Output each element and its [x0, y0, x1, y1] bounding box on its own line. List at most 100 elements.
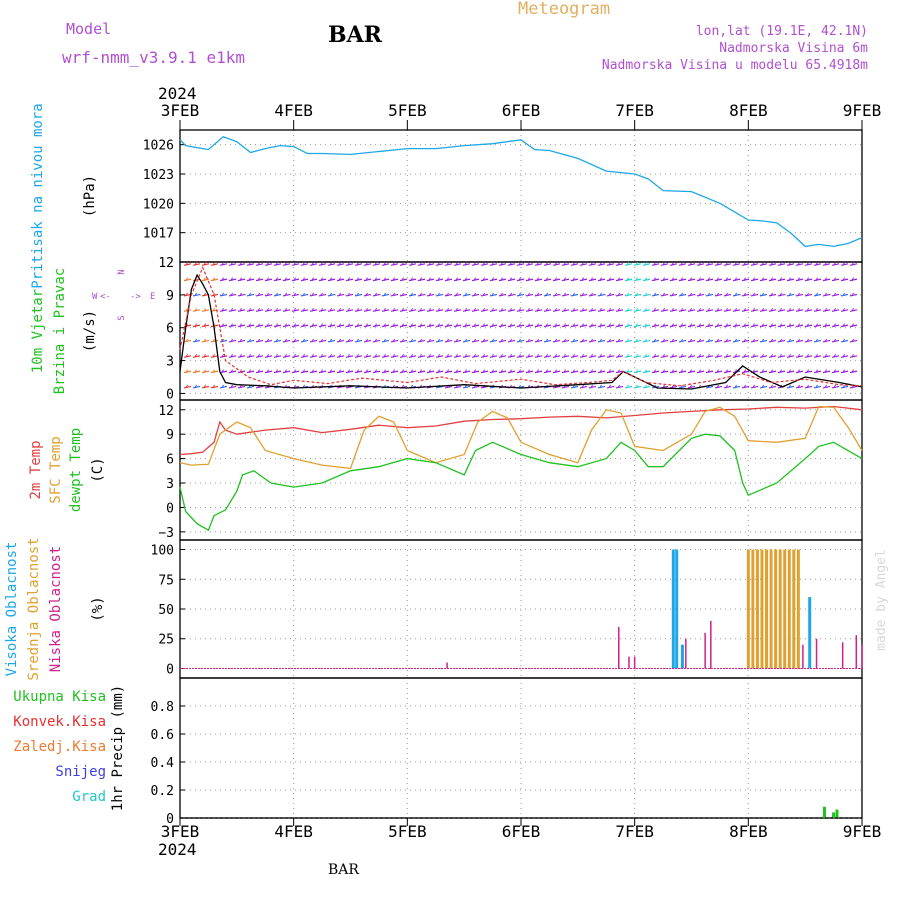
wind-barb: [777, 263, 786, 266]
wind-barb-flag: [617, 369, 620, 373]
wind-barb: [822, 370, 831, 374]
wind-barb: [183, 355, 192, 358]
x-tick-label-bottom: 6FEB: [502, 822, 541, 841]
wind-barb: [255, 370, 264, 374]
clouds-bar: [755, 549, 759, 669]
wind-barb: [381, 278, 390, 282]
wind-barb-flag: [815, 338, 818, 343]
wind-barb: [327, 339, 336, 343]
wind-barb-flag: [293, 262, 296, 266]
wind-barb: [489, 370, 498, 374]
wind-barb-flag: [419, 338, 422, 343]
wind-barb-flag: [806, 369, 809, 373]
wind-barb-flag: [266, 323, 269, 327]
wind-barb: [534, 309, 543, 312]
wind-barb: [237, 293, 246, 297]
wind-barb-flag: [734, 369, 737, 373]
y-tick-label: 1026: [143, 139, 174, 154]
footer-station: BAR: [328, 862, 359, 878]
wind-barb-flag: [194, 354, 197, 358]
wind-barb-flag: [194, 292, 197, 297]
wind-barb: [633, 324, 642, 328]
wind-barb: [651, 278, 660, 282]
wind-barb: [336, 355, 345, 358]
wind-barb-flag: [428, 354, 431, 358]
wind-barb-flag: [833, 384, 836, 389]
wind-barb: [498, 278, 507, 282]
wind-barb-flag: [500, 308, 503, 312]
wind-barb: [570, 278, 579, 282]
wind-barb-flag: [698, 308, 701, 312]
wind-unit: (m/s): [82, 310, 98, 352]
wind-barb-flag: [320, 323, 323, 327]
wind-barb: [840, 370, 849, 374]
wind-barb: [561, 293, 570, 297]
wind-barb-flag: [221, 323, 224, 327]
wind-barb: [831, 309, 840, 312]
precip-legend-entry: Snijeg: [55, 764, 106, 780]
wind-barb-flag: [203, 262, 206, 266]
wind-barb: [264, 278, 273, 282]
wind-barb: [696, 278, 705, 282]
wind-barb-flag: [536, 354, 539, 358]
wind-barb-flag: [239, 262, 242, 266]
wind-barb-flag: [356, 338, 359, 343]
wind-barb-flag: [347, 354, 350, 358]
wind-barb-flag: [527, 369, 530, 373]
wind-barb-flag: [230, 354, 233, 358]
wind-barb: [390, 278, 399, 282]
wind-barb: [255, 355, 264, 358]
wind-barb-flag: [815, 369, 818, 373]
wind-barb-flag: [662, 308, 665, 312]
wind-barb: [543, 278, 552, 282]
wind-barb-flag: [275, 292, 278, 297]
wind-barb-flag: [311, 277, 314, 281]
temperature-series-line: [179, 433, 863, 532]
wind-barb-flag: [203, 308, 206, 312]
wind-barb: [732, 309, 741, 312]
wind-barb-flag: [599, 338, 602, 343]
wind-barb-flag: [419, 277, 422, 281]
wind-barb-flag: [599, 354, 602, 358]
wind-barb-flag: [581, 292, 584, 297]
wind-barb-flag: [212, 262, 215, 266]
wind-barb-flag: [509, 323, 512, 327]
wind-barb-flag: [716, 354, 719, 358]
wind-barb-flag: [707, 262, 710, 266]
wind-barb-flag: [689, 323, 692, 327]
wind-barb: [525, 370, 534, 374]
wind-label: 10m Vjetar: [30, 289, 46, 373]
wind-dir-south: S: [117, 315, 127, 320]
wind-barb: [705, 293, 714, 297]
wind-barb-flag: [851, 338, 854, 343]
wind-barb-flag: [689, 308, 692, 312]
wind-barb-flag: [725, 323, 728, 327]
wind-barb-flag: [608, 262, 611, 266]
pressure-unit: (hPa): [82, 175, 98, 217]
wind-barb-flag: [725, 354, 728, 358]
wind-barb: [660, 278, 669, 282]
wind-barb-flag: [581, 323, 584, 327]
wind-barb-flag: [608, 354, 611, 358]
wind-barb-flag: [716, 384, 719, 389]
wind-barb: [327, 293, 336, 297]
wind-barb: [840, 339, 849, 343]
y-tick-label: 50: [158, 603, 174, 618]
wind-barb-flag: [716, 277, 719, 281]
wind-barb-flag: [464, 354, 467, 358]
wind-barb: [282, 339, 291, 343]
wind-barb-flag: [518, 292, 521, 297]
wind-barb: [606, 293, 615, 297]
wind-barb-flag: [779, 292, 782, 297]
wind-barb-flag: [626, 354, 629, 358]
wind-barb: [444, 339, 453, 343]
precip-bar: [835, 809, 839, 818]
wind-barb-flag: [437, 323, 440, 327]
y-tick-label: 0: [166, 662, 174, 677]
wind-barb-flag: [455, 323, 458, 327]
wind-barb-flag: [725, 262, 728, 266]
wind-barb: [750, 278, 759, 282]
wind-barb: [489, 355, 498, 358]
wind-barb: [417, 355, 426, 358]
